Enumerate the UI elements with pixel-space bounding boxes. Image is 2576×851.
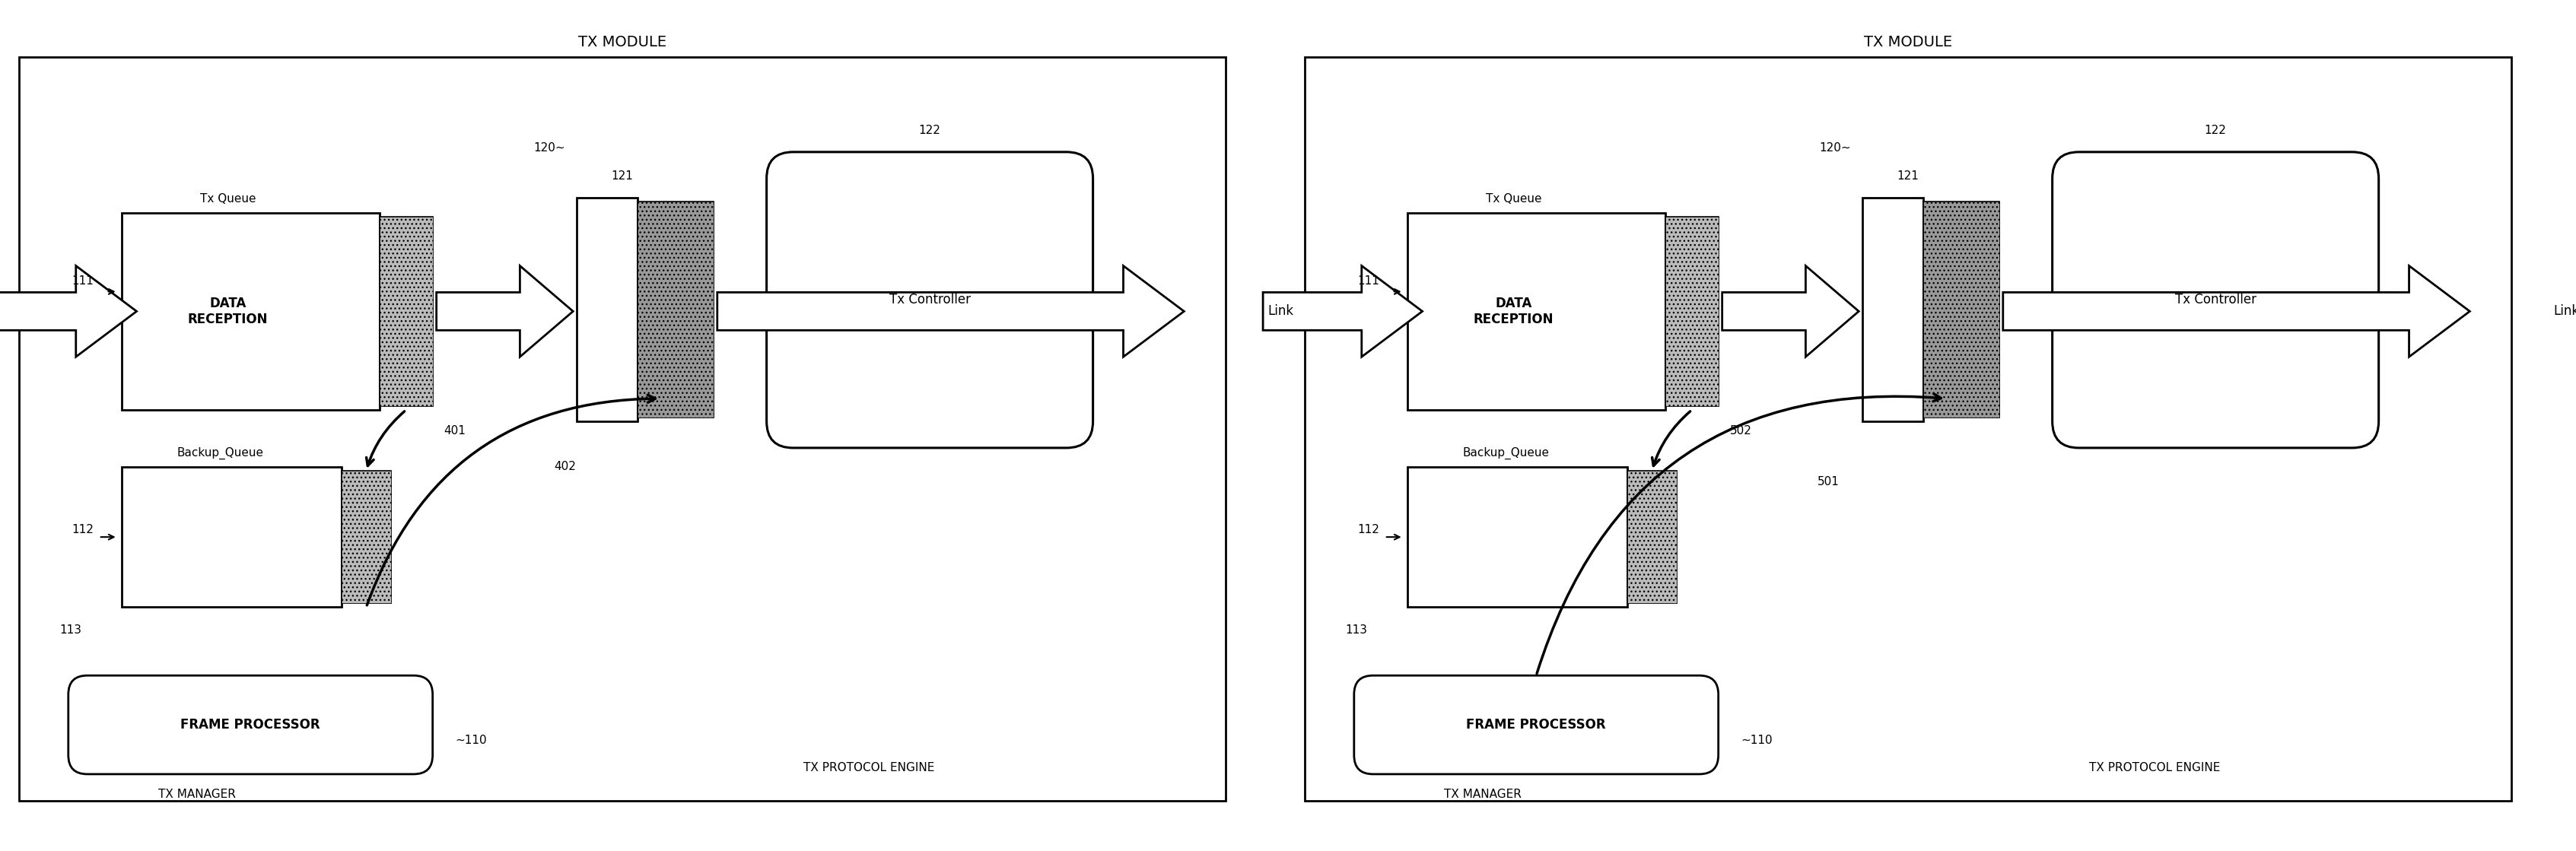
Bar: [18, 57, 1226, 801]
Text: Backup_Queue: Backup_Queue: [178, 447, 263, 460]
Bar: [46, 95, 675, 778]
Bar: [1628, 471, 1677, 603]
Text: Link: Link: [2553, 305, 2576, 318]
Bar: [379, 216, 433, 406]
Polygon shape: [2002, 266, 2468, 357]
Text: 112: 112: [1358, 523, 1378, 535]
Text: DATA
RECEPTION: DATA RECEPTION: [188, 296, 268, 326]
Text: 111: 111: [72, 275, 95, 287]
Polygon shape: [435, 266, 572, 357]
Text: Tx Queue: Tx Queue: [201, 193, 255, 205]
Bar: [1406, 467, 1628, 608]
Bar: [1922, 202, 1999, 418]
Bar: [636, 202, 714, 418]
Text: 122: 122: [920, 125, 940, 136]
Polygon shape: [1721, 266, 1857, 357]
Bar: [379, 216, 433, 406]
Text: 121: 121: [611, 170, 634, 182]
Bar: [1332, 95, 1960, 778]
Text: 112: 112: [72, 523, 95, 535]
Text: ~110: ~110: [456, 734, 487, 745]
Polygon shape: [716, 266, 1185, 357]
Text: Tx Controller: Tx Controller: [2174, 293, 2257, 306]
Bar: [121, 467, 343, 608]
Bar: [1922, 202, 1999, 418]
Bar: [1406, 213, 1664, 410]
Text: 121: 121: [1896, 170, 1919, 182]
Text: 402: 402: [554, 461, 577, 472]
Text: 501: 501: [1816, 477, 1839, 488]
Polygon shape: [0, 266, 137, 357]
Text: 401: 401: [443, 426, 466, 437]
Text: TX MODULE: TX MODULE: [1862, 35, 1953, 49]
FancyBboxPatch shape: [1352, 676, 1718, 774]
Bar: [1664, 216, 1718, 406]
FancyBboxPatch shape: [2050, 152, 2378, 448]
Text: TX MANAGER: TX MANAGER: [1445, 789, 1522, 800]
Text: 113: 113: [59, 625, 82, 636]
Text: Link: Link: [1267, 305, 1293, 318]
Bar: [1862, 197, 1922, 421]
FancyBboxPatch shape: [70, 676, 433, 774]
Text: DATA
RECEPTION: DATA RECEPTION: [1473, 296, 1553, 326]
Text: ~110: ~110: [1741, 734, 1772, 745]
Text: TX MODULE: TX MODULE: [577, 35, 667, 49]
Bar: [1664, 216, 1718, 406]
Bar: [1303, 57, 2512, 801]
Text: TX MANAGER: TX MANAGER: [160, 789, 237, 800]
Text: FRAME PROCESSOR: FRAME PROCESSOR: [1466, 718, 1605, 732]
Text: FRAME PROCESSOR: FRAME PROCESSOR: [180, 718, 319, 732]
Text: 113: 113: [1345, 625, 1368, 636]
Bar: [1824, 114, 2483, 751]
Bar: [343, 471, 392, 603]
Text: Tx Controller: Tx Controller: [889, 293, 971, 306]
Text: 122: 122: [2205, 125, 2226, 136]
Text: 120~: 120~: [533, 142, 564, 154]
Bar: [636, 202, 714, 418]
Text: 111: 111: [1358, 275, 1378, 287]
Text: 502: 502: [1728, 426, 1752, 437]
Bar: [343, 471, 392, 603]
Bar: [577, 197, 636, 421]
Text: Backup_Queue: Backup_Queue: [1463, 447, 1548, 460]
Text: TX PROTOCOL ENGINE: TX PROTOCOL ENGINE: [2089, 762, 2221, 774]
Bar: [121, 213, 379, 410]
Bar: [1628, 471, 1677, 603]
Bar: [538, 114, 1198, 751]
Text: 120~: 120~: [1819, 142, 1850, 154]
FancyBboxPatch shape: [765, 152, 1092, 448]
Text: Tx Queue: Tx Queue: [1484, 193, 1540, 205]
Polygon shape: [1262, 266, 1422, 357]
Text: TX PROTOCOL ENGINE: TX PROTOCOL ENGINE: [804, 762, 935, 774]
